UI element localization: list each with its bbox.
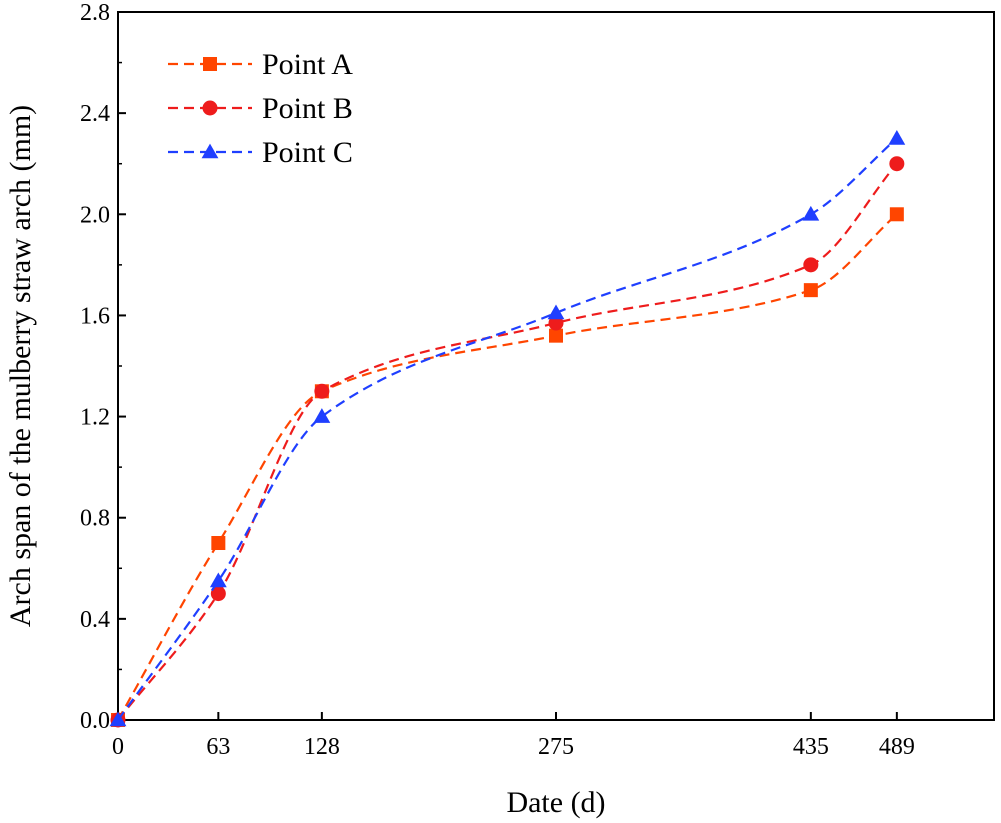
data-point-point-a xyxy=(889,207,904,222)
axis-ticks: 0 63 128 275 435 489 0.0 0.4 0.8 1.2 1.6 2.0 2.4 2.8 xyxy=(80,0,915,760)
data-point-point-c xyxy=(313,408,331,423)
plot-frame xyxy=(117,11,995,721)
data-point-point-a xyxy=(803,283,818,298)
series-point-c xyxy=(109,130,906,727)
legend-label-point-c: Point C xyxy=(262,136,353,169)
x-tick-label: 63 xyxy=(206,734,230,760)
data-point-point-c xyxy=(547,304,565,320)
legend-marker-point-b xyxy=(202,100,218,116)
legend-label-point-a: Point A xyxy=(262,48,353,81)
series-point-a xyxy=(111,207,904,727)
data-point-point-b xyxy=(314,383,330,399)
x-tick-label: 435 xyxy=(793,734,829,760)
y-tick-label: 1.2 xyxy=(80,405,110,431)
y-tick-label: 1.6 xyxy=(80,303,110,329)
series-layer xyxy=(109,130,906,728)
data-point-point-c xyxy=(209,572,227,588)
legend: Point A Point B Point C xyxy=(168,48,353,169)
legend-label-point-b: Point B xyxy=(262,92,353,125)
y-tick-label: 0.4 xyxy=(80,607,110,633)
x-axis-title: Date (d) xyxy=(506,786,605,819)
series-point-b xyxy=(110,156,905,728)
y-tick-label: 0.8 xyxy=(80,506,110,532)
data-point-point-b xyxy=(548,315,564,331)
data-point-point-a xyxy=(211,536,226,550)
y-tick-label: 2.8 xyxy=(80,0,110,26)
data-point-point-b xyxy=(803,257,819,273)
x-tick-label: 275 xyxy=(538,734,574,760)
data-point-point-c xyxy=(888,130,906,145)
legend-item-point-a: Point A xyxy=(168,48,353,81)
legend-item-point-b: Point B xyxy=(168,92,353,125)
data-point-point-c xyxy=(109,711,127,727)
y-axis-title: Arch span of the mulberry straw arch (mm… xyxy=(4,105,37,627)
x-tick-label: 0 xyxy=(112,734,124,760)
data-point-point-b xyxy=(889,156,905,172)
legend-marker-point-c xyxy=(201,143,219,159)
series-line-point-c xyxy=(117,137,898,721)
x-tick-label: 128 xyxy=(304,734,340,760)
x-tick-label: 489 xyxy=(879,734,915,760)
legend-marker-point-a xyxy=(203,57,217,71)
series-line-point-b xyxy=(117,162,898,721)
data-point-point-a xyxy=(549,328,563,343)
data-point-point-b xyxy=(210,586,226,602)
y-tick-label: 2.0 xyxy=(80,202,110,228)
y-tick-label: 2.4 xyxy=(80,101,110,127)
series-line-point-a xyxy=(117,213,898,721)
data-point-point-c xyxy=(802,205,820,221)
y-tick-label: 0.0 xyxy=(80,708,110,734)
legend-item-point-c: Point C xyxy=(168,136,353,169)
